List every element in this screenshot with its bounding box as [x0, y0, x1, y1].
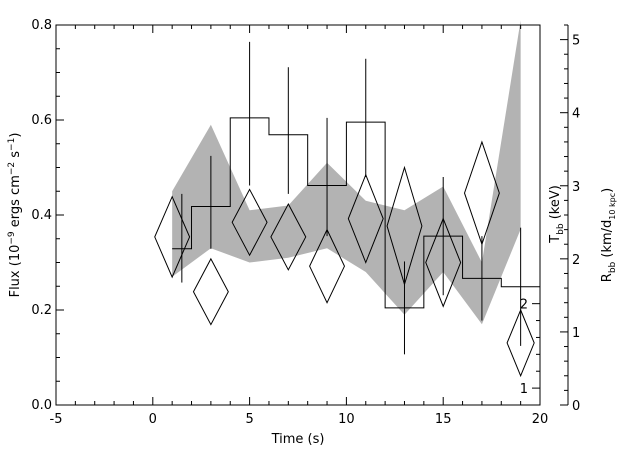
radius-label-base: R — [600, 273, 615, 282]
flux-label-mid2: s — [8, 151, 23, 162]
temperature-tick-label: 1 — [520, 382, 528, 397]
radius-diamond-6 — [347, 173, 384, 264]
temp-label-end: (keV) — [548, 185, 563, 223]
radius-diamond-1 — [154, 195, 191, 279]
temperature-histogram-line — [172, 117, 540, 309]
y-left-tick-label: 0.6 — [31, 113, 52, 128]
temperature-tick-label: 2 — [520, 298, 528, 313]
x-tick-label: 0 — [149, 412, 157, 427]
temp-label-sub: bb — [556, 223, 566, 235]
radius-label-end: ) — [600, 188, 615, 193]
x-tick-label: 15 — [435, 412, 452, 427]
radius-tick-label: 4 — [572, 107, 580, 122]
radius-label-sub: bb — [608, 261, 618, 273]
y-left-tick-label: 0.4 — [31, 208, 52, 223]
radius-diamond-10 — [506, 308, 535, 378]
radius-diamond-4 — [270, 202, 307, 271]
y-axis-temperature-title: Tbb (keV) — [548, 185, 566, 244]
y-left-tick-label: 0.2 — [31, 303, 52, 318]
radius-tick-label: 0 — [572, 399, 580, 414]
flux-label-mid: ergs cm — [8, 175, 23, 231]
radius-label-mid: (km/d — [600, 220, 615, 262]
flux-band — [172, 20, 521, 325]
y-axis-temperature: 12 — [520, 298, 540, 397]
y-axis-radius: 0 1 2 3 4 5 — [560, 24, 580, 414]
radius-diamond-8 — [425, 217, 462, 308]
radius-diamond-2 — [192, 257, 229, 326]
x-axis-title: Time (s) — [271, 432, 325, 447]
flux-band-layer — [172, 20, 521, 325]
radius-tick-label: 2 — [572, 253, 580, 268]
flux-label-base: Flux (10 — [8, 245, 23, 298]
y-axis-left: 0.0 0.2 0.4 0.6 0.8 — [31, 18, 64, 413]
y-left-tick-label: 0.0 — [31, 398, 52, 413]
radius-diamond-7 — [386, 165, 423, 287]
x-tick-label: 5 — [245, 412, 253, 427]
radius-tick-label: 1 — [572, 326, 580, 341]
x-tick-label: -5 — [50, 412, 63, 427]
radius-diamond-5 — [309, 228, 346, 304]
x-axis: -5 0 5 10 15 20 — [50, 25, 549, 427]
flux-label-sup2: −2 — [7, 162, 17, 175]
x-tick-label: 10 — [338, 412, 355, 427]
radius-tick-label: 5 — [572, 34, 580, 49]
temperature-histogram-layer — [172, 41, 540, 355]
flux-label-end: ) — [8, 133, 23, 138]
radius-diamond-9 — [463, 140, 500, 246]
radius-tick-label: 3 — [572, 180, 580, 195]
flux-label-sup1: −9 — [7, 231, 17, 245]
radius-diamond-layer — [154, 140, 535, 378]
y-left-tick-label: 0.8 — [31, 18, 52, 33]
temp-label-base: T — [548, 235, 563, 244]
x-tick-label: 20 — [532, 412, 549, 427]
y-axis-left-title: Flux (10−9 ergs cm−2 s−1) — [7, 133, 23, 298]
y-axis-radius-title: Rbb (km/d10 kpc) — [600, 188, 618, 282]
radius-label-sub2: 10 kpc — [608, 193, 617, 220]
flux-label-sup3: −1 — [7, 138, 17, 151]
radius-diamond-3 — [231, 188, 268, 257]
